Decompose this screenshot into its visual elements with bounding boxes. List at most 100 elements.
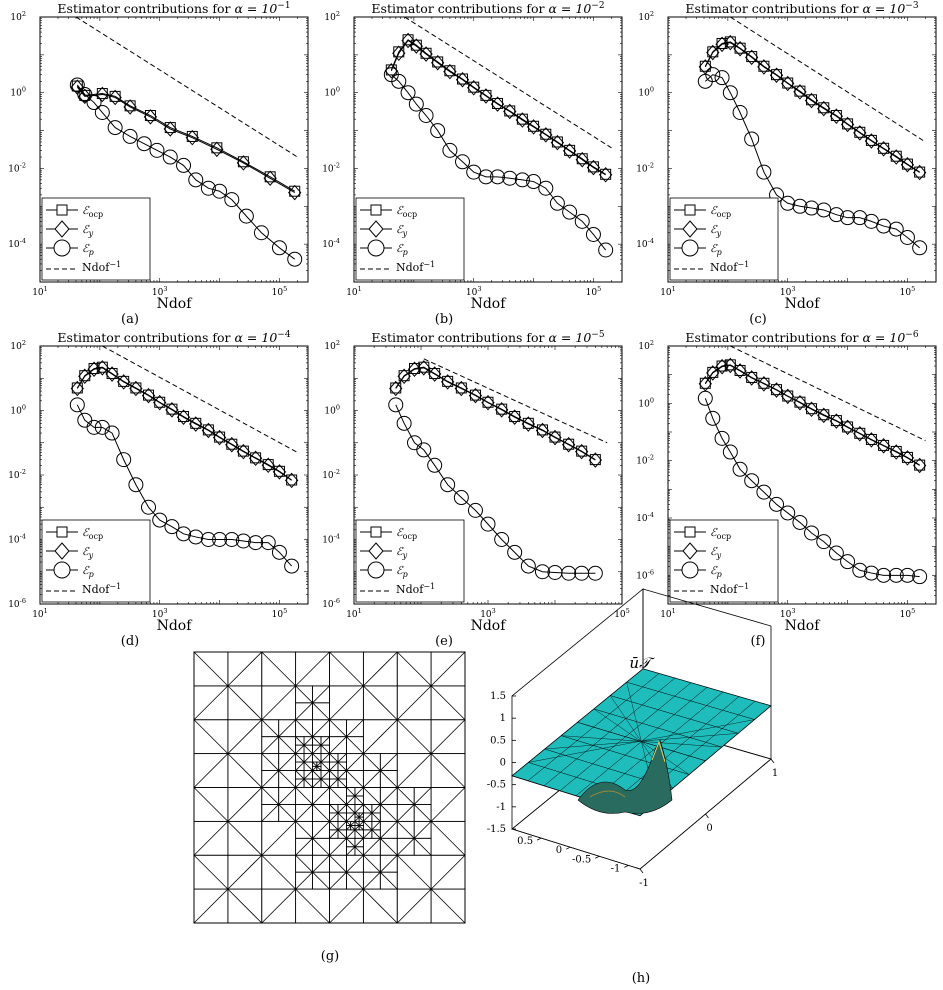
- mesh-edge: [295, 821, 313, 839]
- marker-diamond: [508, 409, 522, 425]
- y-tick-label: 10-4: [322, 533, 340, 546]
- marker-diamond: [829, 413, 844, 429]
- marker-diamond: [535, 422, 550, 439]
- mesh-edge: [295, 804, 313, 822]
- mesh-edge: [295, 736, 305, 746]
- series-line: [76, 367, 292, 481]
- y-tick-label: 100: [10, 404, 26, 417]
- marker-circle: [235, 533, 251, 549]
- legend: ℰocp ℰy ℰp Ndof−1: [669, 197, 779, 281]
- series-line: [704, 42, 920, 173]
- panel-label: (b): [435, 312, 453, 327]
- chart-title: Estimator contributions for α = 10−3: [685, 1, 918, 16]
- y-tick-label: 10-4: [8, 237, 26, 250]
- axes-box: [353, 16, 623, 283]
- marker-circle: [200, 180, 216, 196]
- mesh-edge: [396, 685, 432, 721]
- x-tick-label: 103: [152, 607, 168, 620]
- y-tick-label: 102: [324, 10, 340, 23]
- mesh-edge: [363, 871, 381, 890]
- mesh-edge: [295, 702, 313, 721]
- mesh-edge: [329, 812, 339, 822]
- marker-square: [782, 390, 794, 402]
- marker-diamond: [284, 472, 299, 489]
- marker-diamond: [575, 443, 589, 460]
- mesh-edge: [312, 766, 318, 771]
- y-tick-label: 102: [10, 10, 26, 23]
- plot-area: [697, 346, 928, 585]
- mesh-edge: [295, 770, 305, 780]
- mesh-edge: [295, 761, 305, 771]
- x-tick-label: 1: [772, 768, 778, 779]
- y-tick-label: 100: [324, 86, 340, 99]
- marker-circle: [416, 442, 432, 458]
- legend-marker-diamond: [368, 542, 384, 560]
- mesh-edge: [312, 804, 330, 822]
- marker-diamond: [189, 416, 203, 432]
- mesh-edge: [363, 753, 381, 771]
- mesh-edge: [227, 719, 263, 754]
- y-tick-label: 102: [10, 339, 26, 352]
- mesh-edge: [346, 838, 356, 848]
- mesh-edge: [312, 744, 322, 754]
- marker-diamond: [912, 457, 927, 474]
- plot-area: [69, 346, 300, 574]
- marker-circle: [534, 564, 550, 580]
- x-tick-label: 105: [900, 285, 916, 298]
- marker-diamond: [185, 129, 199, 146]
- mesh-edge: [430, 753, 466, 788]
- mesh-edge: [346, 829, 356, 839]
- y-tick-label: -0.5: [572, 854, 591, 865]
- marker-circle: [400, 85, 416, 101]
- mesh-edge: [346, 854, 364, 873]
- legend-marker-circle: [681, 239, 699, 257]
- marker-diamond: [123, 99, 137, 115]
- marker-circle: [538, 180, 554, 196]
- marker-diamond: [117, 374, 131, 390]
- marker-diamond: [757, 376, 771, 392]
- mesh-edge: [329, 736, 347, 754]
- legend-marker-square: [56, 204, 68, 216]
- mesh-edge: [430, 719, 466, 754]
- x-tick-label: 105: [614, 607, 630, 620]
- mesh-edge: [346, 736, 364, 754]
- marker-diamond: [840, 419, 855, 436]
- marker-circle: [526, 174, 542, 190]
- mesh-edge: [193, 753, 229, 788]
- mesh-edge: [193, 685, 229, 721]
- marker-diamond: [876, 141, 891, 157]
- marker-diamond: [129, 380, 143, 397]
- marker-diamond: [210, 141, 224, 158]
- y-tick-label: 10-4: [322, 237, 340, 250]
- legend-marker-square: [56, 526, 68, 538]
- mesh-edge: [380, 787, 398, 805]
- mesh-edge: [363, 888, 398, 924]
- marker-diamond: [428, 366, 442, 382]
- mesh-edge: [312, 854, 330, 873]
- series-line-ndof: [404, 17, 612, 149]
- marker-diamond: [864, 133, 879, 149]
- mesh-edge: [346, 825, 351, 831]
- x-tick-label: 103: [780, 607, 796, 620]
- legend-label: ℰy: [710, 545, 722, 560]
- marker-diamond: [108, 89, 122, 106]
- legend-label: ℰocp: [710, 526, 731, 541]
- y-tick: [624, 865, 629, 868]
- mesh-edge: [354, 829, 364, 839]
- marker-circle: [792, 514, 808, 530]
- series-line: [390, 74, 607, 251]
- marker-circle: [507, 544, 523, 560]
- mesh-edge: [350, 821, 356, 826]
- marker-circle: [453, 490, 469, 506]
- marker-circle: [94, 419, 110, 435]
- mesh-edge: [295, 838, 313, 856]
- marker-circle: [744, 131, 760, 147]
- x-tick: [705, 813, 709, 819]
- mesh-edge: [320, 736, 330, 746]
- mesh-edge: [320, 770, 330, 780]
- y-tick-label: 10-2: [636, 454, 654, 467]
- legend-label: ℰocp: [82, 526, 103, 541]
- axes-box: [39, 16, 309, 283]
- mesh-edge: [316, 766, 322, 771]
- legend-marker-square: [684, 204, 696, 216]
